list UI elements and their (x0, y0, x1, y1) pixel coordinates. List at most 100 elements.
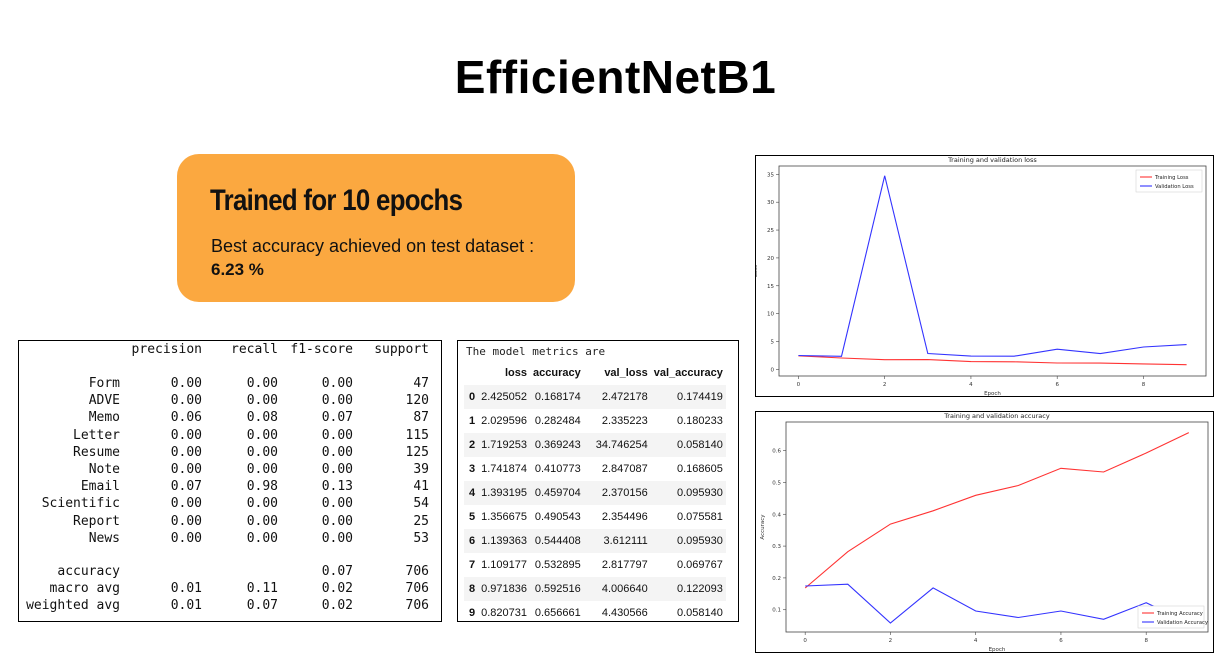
report-cell: 0.00 (246, 376, 278, 391)
classification-report: precision recall f1-score support Form 0.00 0.… (18, 340, 442, 622)
report-cell: 0.00 (321, 427, 353, 443)
metrics-cell: 2.847087 (601, 463, 648, 475)
legend-label: Validation Accuracy (1157, 620, 1208, 626)
x-tick-label: 4 (974, 638, 978, 644)
report-header: f1-score (290, 342, 353, 357)
report-cell: 25 (413, 513, 429, 529)
report-header: recall (231, 342, 278, 357)
metrics-cell: 0.168605 (676, 463, 723, 475)
metrics-column-header: val_accuracy (653, 367, 723, 379)
row-index: 8 (464, 577, 479, 601)
metrics-cell: 0.490543 (534, 511, 581, 523)
loss-chart: Training and validation loss 0 2 4 6 8 0 5 10 15 2… (755, 155, 1214, 397)
x-tick-label: 2 (889, 638, 893, 644)
y-tick-label: 0.2 (772, 576, 781, 582)
report-cell: 0.08 (246, 410, 278, 426)
report-cell: 0.00 (321, 393, 353, 409)
report-summary-label: weighted avg (26, 598, 120, 614)
metrics-cell: 2.335223 (601, 415, 648, 427)
metrics-cell: 0.656661 (534, 607, 581, 619)
row-index: 2 (464, 433, 479, 457)
report-cell: 0.00 (321, 444, 353, 460)
report-cell: 53 (413, 530, 429, 546)
metrics-cell: 0.069767 (676, 559, 723, 571)
report-cell: 0.13 (321, 479, 353, 495)
y-tick-label: 0 (771, 367, 775, 373)
x-tick-label: 0 (803, 638, 807, 644)
chart-title: Training and validation accuracy (943, 412, 1050, 420)
metrics-cell: 2.472178 (583, 385, 651, 409)
loss-chart-svg: Training and validation loss 0 2 4 6 8 0 5 10 15 2… (756, 156, 1207, 396)
metrics-cell: 4.006640 (583, 577, 651, 601)
table-row: 9 0.820731 0.656661 4.430566 0.058140 (464, 601, 726, 625)
series-line (804, 432, 1190, 589)
report-cell: 0.01 (170, 598, 202, 614)
report-row-label: Memo (88, 410, 120, 426)
report-cell: 41 (413, 479, 429, 495)
report-cell: 0.00 (246, 444, 278, 460)
report-cell: 0.00 (246, 393, 278, 409)
x-axis-label: Epoch (989, 647, 1006, 652)
row-index: 3 (469, 463, 476, 475)
chart-title: Training and validation loss (947, 156, 1037, 164)
report-cell: 87 (413, 410, 429, 426)
metrics-cell: 3.612111 (583, 529, 651, 553)
report-cell: 0.00 (246, 427, 278, 443)
report-cell: 0.00 (170, 462, 202, 477)
report-cell: 0.00 (321, 376, 353, 391)
legend-box (1137, 605, 1205, 629)
metrics-cell: 1.139363 (478, 529, 531, 553)
page-title: EfficientNetB1 (454, 51, 777, 103)
report-cell: 0.07 (321, 410, 353, 426)
report-cell: 39 (413, 462, 429, 477)
metrics-cell: 0.459704 (530, 481, 584, 505)
x-tick-label: 0 (797, 382, 801, 388)
metrics-cell: 2.817797 (601, 559, 648, 571)
row-index: 4 (464, 481, 479, 505)
metrics-cell: 0.544408 (530, 529, 584, 553)
metrics-caption: The model metrics are (466, 345, 606, 358)
y-tick-label: 0.4 (772, 512, 781, 518)
row-index: 7 (469, 559, 476, 571)
training-summary-card: Trained for 10 epochs Best accuracy achi… (177, 154, 575, 302)
report-cell: 0.06 (170, 410, 202, 426)
x-tick-label: 8 (1144, 638, 1148, 644)
card-description: Best accuracy achieved on test dataset : (211, 236, 535, 256)
plot-frame (785, 421, 1209, 633)
report-cell: 0.00 (321, 462, 353, 477)
x-tick-label: 2 (883, 382, 887, 388)
y-axis-label: Loss (756, 265, 759, 277)
report-cell: 0.00 (246, 496, 278, 512)
model-metrics-table: The model metrics are loss accuracy val_lo… (457, 340, 739, 622)
series-line (798, 175, 1187, 357)
report-cell: 125 (405, 444, 429, 460)
metrics-grid: loss accuracy val_loss val_accuracy 0 2.4250… (464, 361, 726, 625)
metrics-cell: 34.746254 (583, 433, 651, 457)
y-tick-label: 25 (767, 228, 774, 234)
report-cell: 0.02 (321, 598, 353, 614)
report-summary-label: macro avg (49, 581, 120, 597)
metrics-cell: 2.354496 (601, 511, 648, 523)
metrics-cell: 0.095930 (650, 529, 726, 553)
y-tick-label: 0.6 (772, 449, 781, 455)
table-row: 4 1.393195 0.459704 2.370156 0.095930 (464, 481, 726, 505)
index-header (464, 361, 478, 385)
report-cell: 0.00 (170, 376, 202, 391)
best-accuracy-value: 6.23 % (211, 260, 264, 279)
metrics-cell: 0.282484 (534, 415, 581, 427)
report-cell: 0.00 (170, 427, 202, 443)
metrics-cell: 0.410773 (534, 463, 581, 475)
x-tick-label: 8 (1142, 382, 1146, 388)
report-row-label: Scientific (41, 496, 120, 512)
series-line (798, 355, 1187, 366)
report-cell: 47 (413, 376, 429, 391)
y-tick-label: 5 (771, 339, 775, 345)
report-cell: 0.01 (170, 581, 202, 597)
report-cell: 115 (405, 427, 429, 443)
y-tick-label: 20 (767, 256, 774, 262)
y-axis-label: Accuracy (760, 514, 766, 540)
x-tick-label: 6 (1059, 638, 1063, 644)
legend-label: Validation Loss (1155, 184, 1194, 190)
legend-box (1135, 169, 1203, 193)
report-cell: 0.00 (321, 513, 353, 529)
